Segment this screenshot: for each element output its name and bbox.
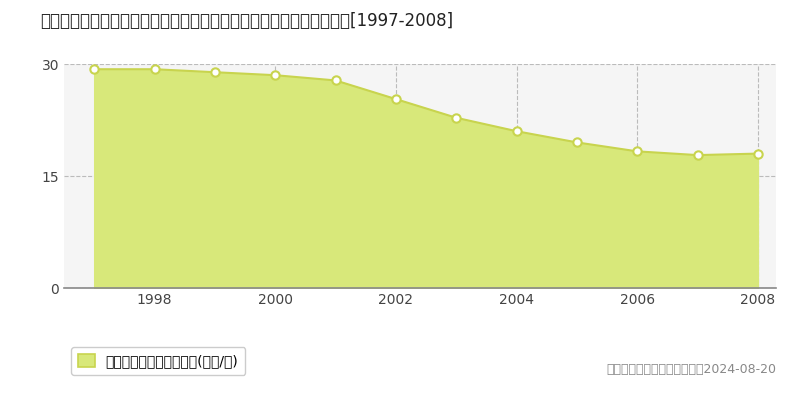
Text: 宮城県仙台市太白区西多賀５丁目１４番２５　基準地価格　地価推移[1997-2008]: 宮城県仙台市太白区西多賀５丁目１４番２５ 基準地価格 地価推移[1997-200… bbox=[40, 12, 453, 30]
Legend: 基準地価格　平均坦単価(万円/坦): 基準地価格 平均坦単価(万円/坦) bbox=[71, 347, 246, 375]
Text: （Ｃ）土地価格ドットコム　2024-08-20: （Ｃ）土地価格ドットコム 2024-08-20 bbox=[606, 363, 776, 376]
